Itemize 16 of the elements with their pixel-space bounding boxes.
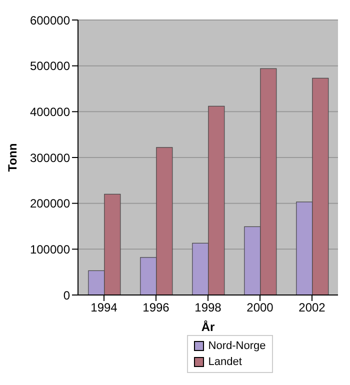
y-tick-label: 300000 xyxy=(30,150,70,165)
y-tick-label: 400000 xyxy=(30,104,70,119)
y-tick-label: 100000 xyxy=(30,242,70,256)
legend-label: Nord-Norge xyxy=(208,339,266,354)
x-tick-label: 2002 xyxy=(298,300,326,315)
x-tick-label: 1994 xyxy=(90,300,118,315)
y-tick-label: 600000 xyxy=(30,13,70,28)
y-axis-title: Tonn xyxy=(5,143,20,172)
x-tick-label: 2000 xyxy=(246,300,274,315)
legend-label: Landet xyxy=(208,355,242,370)
y-tick-label: 0 xyxy=(63,288,70,302)
x-tick-label: 1996 xyxy=(142,300,170,315)
x-axis-title: År xyxy=(201,320,215,334)
y-tick-label: 200000 xyxy=(30,196,70,211)
y-tick-label: 500000 xyxy=(30,59,70,74)
x-tick-label: 1998 xyxy=(194,300,222,315)
